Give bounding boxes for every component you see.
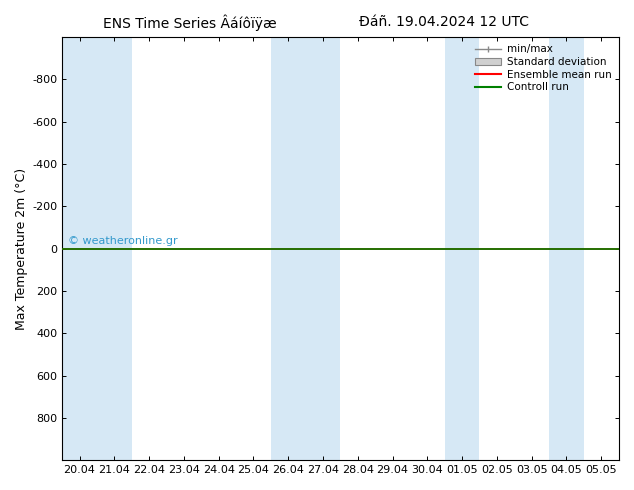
Text: Ðáñ. 19.04.2024 12 UTC: Ðáñ. 19.04.2024 12 UTC: [359, 15, 529, 29]
Text: ENS Time Series Âáíôïÿæ: ENS Time Series Âáíôïÿæ: [103, 15, 277, 31]
Bar: [444, 37, 479, 460]
Bar: [271, 37, 306, 460]
Bar: [97, 37, 132, 460]
Bar: [306, 37, 340, 460]
Text: © weatheronline.gr: © weatheronline.gr: [68, 237, 178, 246]
Y-axis label: Max Temperature 2m (°C): Max Temperature 2m (°C): [15, 168, 28, 330]
Bar: [549, 37, 584, 460]
Bar: [62, 37, 97, 460]
Legend: min/max, Standard deviation, Ensemble mean run, Controll run: min/max, Standard deviation, Ensemble me…: [471, 40, 616, 97]
